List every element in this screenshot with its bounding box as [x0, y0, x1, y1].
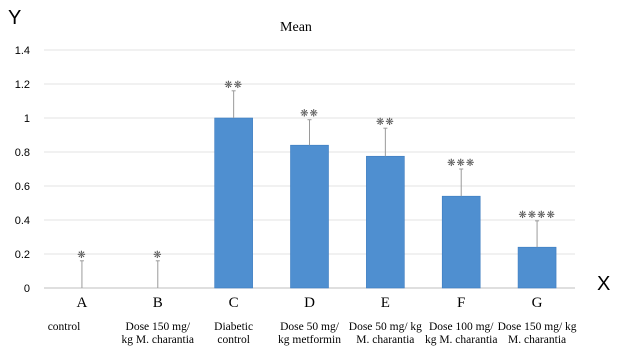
y-tick-label: 1.4 — [15, 45, 30, 57]
significance-marker: ❋❋ — [224, 80, 243, 91]
bar — [441, 195, 481, 289]
y-tick-label: 1.2 — [15, 79, 30, 91]
significance-marker: ❋❋❋❋ — [518, 210, 556, 221]
x-axis-label: X — [597, 273, 610, 295]
chart-title: Mean — [280, 20, 312, 35]
y-tick-label: 0.6 — [15, 181, 30, 193]
significance-marker: ❋❋ — [376, 117, 395, 128]
category-letter: D — [304, 295, 315, 311]
category-description: Dose 50 mg/ — [280, 321, 340, 333]
category-description: control — [217, 334, 250, 346]
category-letter: F — [457, 295, 465, 311]
category-letter: A — [77, 295, 88, 311]
category-description: kg M. charantia — [425, 334, 498, 346]
y-tick-label: 0 — [24, 283, 30, 295]
significance-marker: ❋ — [77, 250, 86, 261]
significance-marker: ❋❋ — [300, 109, 319, 120]
category-letter: B — [153, 295, 163, 311]
y-tick-label: 0.8 — [15, 147, 30, 159]
category-description: Diabetic — [214, 321, 253, 333]
category-description: kg M. charantia — [122, 334, 195, 346]
category-description: Dose 100 mg/ — [429, 321, 494, 333]
category-letter: C — [229, 295, 239, 311]
category-description: Dose 150 mg/ kg — [498, 321, 577, 333]
category-description: Dose 50 mg/ kg — [349, 321, 422, 333]
bar — [517, 246, 557, 289]
bar — [290, 144, 329, 289]
y-tick-label: 0.4 — [15, 215, 30, 227]
bar — [214, 117, 253, 289]
significance-marker: ❋❋❋ — [447, 158, 475, 169]
category-description: Dose 150 mg/ — [126, 321, 191, 333]
bars: ❋ ❋❋❋❋❋❋❋❋❋❋❋❋❋❋ — [77, 80, 557, 289]
y-tick-label: 0.2 — [15, 249, 30, 261]
category-description: M. charantia — [508, 334, 566, 346]
y-axis-label: Y — [8, 7, 21, 29]
significance-marker: ❋ — [153, 250, 162, 261]
category-letter: E — [381, 295, 390, 311]
y-tick-labels: 0 0.2 0.4 0.6 0.8 1 1.2 1.4 — [15, 45, 30, 295]
category-description: M. charantia — [356, 334, 414, 346]
category-description: kg metformin — [278, 334, 341, 346]
category-letter: G — [532, 295, 543, 311]
bar — [366, 155, 405, 289]
category-description: control — [48, 321, 81, 333]
y-tick-label: 1 — [24, 113, 30, 125]
